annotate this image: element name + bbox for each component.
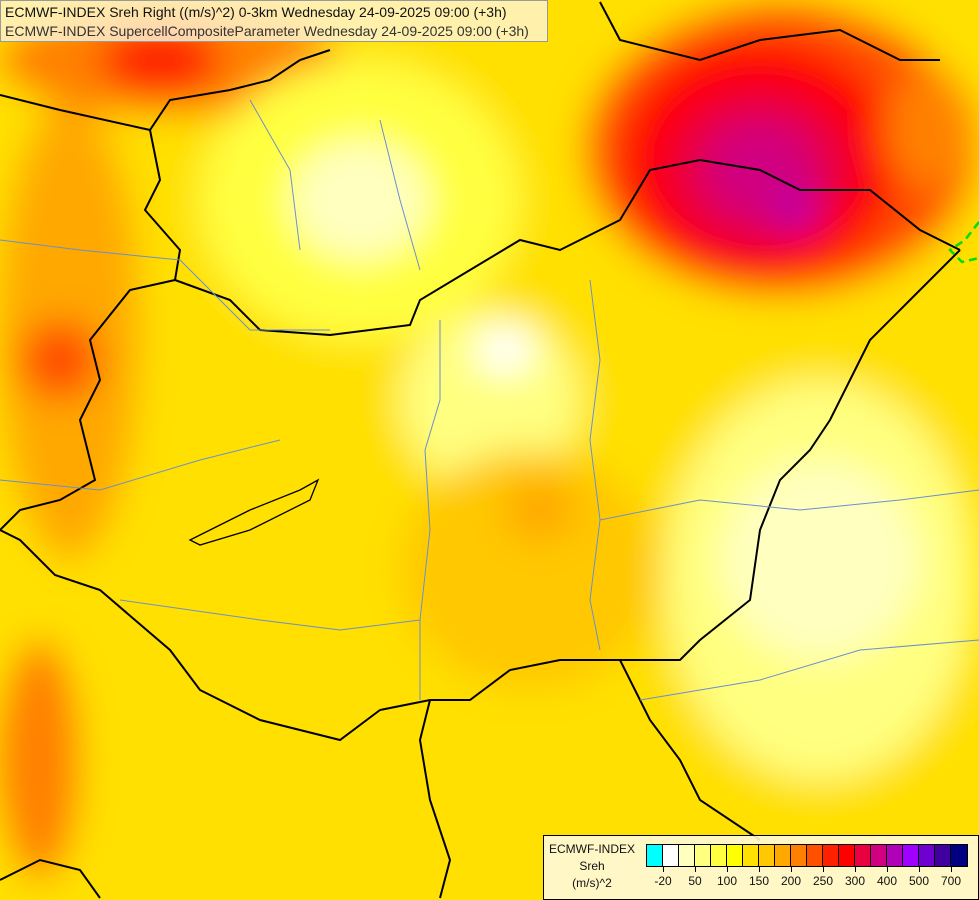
legend-tick	[791, 866, 792, 872]
legend-tick-label: 500	[908, 874, 930, 888]
legend-swatch	[903, 845, 919, 866]
legend-tick	[695, 866, 696, 872]
title-line-sreh: ECMWF-INDEX Sreh Right ((m/s)^2) 0-3km W…	[5, 4, 507, 20]
legend-swatch	[759, 845, 775, 866]
legend-variable: Sreh	[579, 859, 605, 873]
legend-swatch	[823, 845, 839, 866]
country-borders	[0, 1, 961, 899]
legend-swatch	[775, 845, 791, 866]
legend-tick	[727, 866, 728, 872]
legend-tick	[663, 866, 664, 872]
legend-tick-label: 700	[940, 874, 962, 888]
legend-swatch	[743, 845, 759, 866]
legend-swatch	[807, 845, 823, 866]
legend-swatch	[679, 845, 695, 866]
scp-contour	[948, 221, 979, 264]
legend-swatch	[727, 845, 743, 866]
legend-model: ECMWF-INDEX	[549, 842, 635, 856]
legend-swatch	[791, 845, 807, 866]
title-line-scp: ECMWF-INDEX SupercellCompositeParameter …	[5, 23, 529, 39]
legend-tick-label: 250	[812, 874, 834, 888]
legend-tick	[887, 866, 888, 872]
legend-tick	[823, 866, 824, 872]
legend-tick-label: 150	[748, 874, 770, 888]
legend-swatch	[839, 845, 855, 866]
rivers	[0, 99, 979, 701]
legend-tick-label: 100	[716, 874, 738, 888]
legend-swatch	[695, 845, 711, 866]
legend-tick-label: 200	[780, 874, 802, 888]
legend-tick	[855, 866, 856, 872]
legend-tick	[951, 866, 952, 872]
color-legend: ECMWF-INDEX Sreh (m/s)^2 -20 50 100 150 200 2…	[543, 835, 979, 900]
legend-swatch	[663, 845, 679, 866]
map-title: ECMWF-INDEX Sreh Right ((m/s)^2) 0-3km W…	[0, 0, 548, 42]
legend-tick-label: 300	[844, 874, 866, 888]
legend-unit: (m/s)^2	[572, 876, 612, 890]
legend-swatch	[711, 845, 727, 866]
legend-label: ECMWF-INDEX Sreh (m/s)^2	[544, 841, 640, 892]
legend-tick	[759, 866, 760, 872]
legend-swatch	[951, 845, 967, 866]
legend-tick	[919, 866, 920, 872]
legend-swatch	[919, 845, 935, 866]
legend-swatch	[887, 845, 903, 866]
legend-swatch	[935, 845, 951, 866]
legend-swatch	[871, 845, 887, 866]
legend-tick-label: 50	[688, 874, 702, 888]
legend-swatch	[647, 845, 663, 866]
legend-swatch	[855, 845, 871, 866]
legend-tick-label: 400	[876, 874, 898, 888]
legend-swatches	[646, 844, 968, 867]
legend-tick-label: -20	[654, 874, 672, 888]
